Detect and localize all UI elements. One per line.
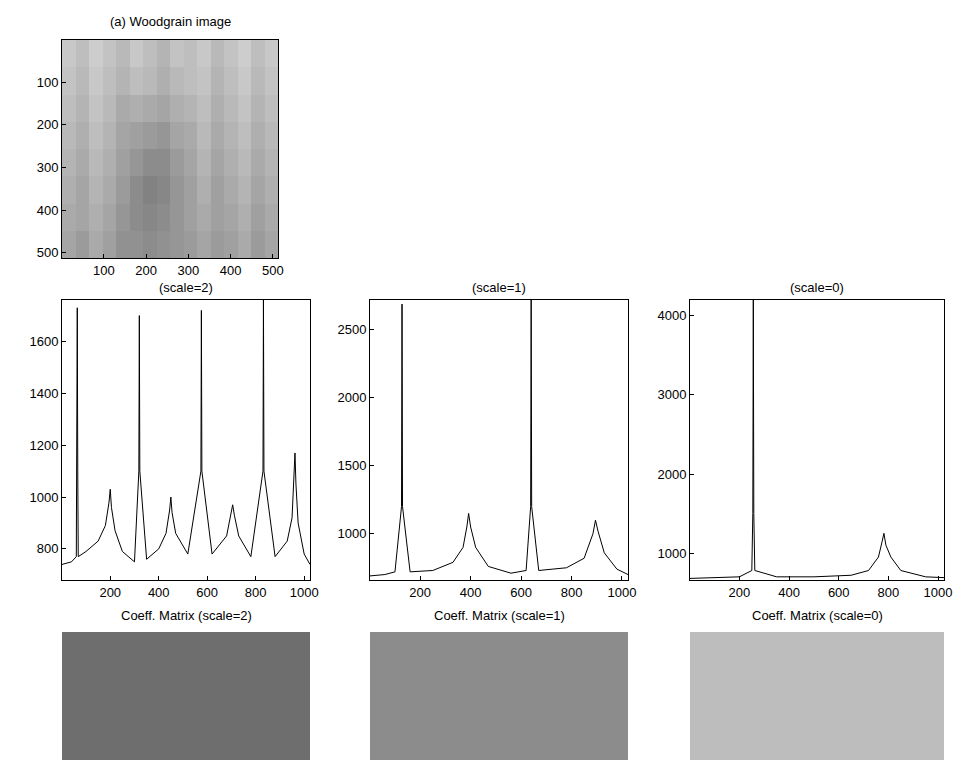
svg-text:2000: 2000 [337, 390, 366, 405]
svg-text:600: 600 [828, 585, 850, 600]
svg-text:2500: 2500 [337, 322, 366, 337]
svg-text:1200: 1200 [29, 438, 58, 453]
svg-text:1000: 1000 [924, 585, 953, 600]
svg-text:(scale=2): (scale=2) [159, 280, 213, 295]
svg-text:1000: 1000 [29, 490, 58, 505]
svg-text:400: 400 [148, 585, 170, 600]
svg-text:600: 600 [510, 585, 532, 600]
svg-text:100: 100 [93, 263, 115, 278]
svg-text:300: 300 [178, 263, 200, 278]
svg-text:1000: 1000 [337, 526, 366, 541]
svg-text:3000: 3000 [657, 387, 686, 402]
svg-text:1500: 1500 [337, 458, 366, 473]
svg-text:Coeff. Matrix (scale=2): Coeff. Matrix (scale=2) [121, 608, 252, 623]
svg-text:400: 400 [220, 263, 242, 278]
svg-text:4000: 4000 [657, 308, 686, 323]
svg-text:1000: 1000 [607, 585, 636, 600]
svg-text:200: 200 [135, 263, 157, 278]
svg-text:600: 600 [196, 585, 218, 600]
svg-text:Coeff. Matrix (scale=1): Coeff. Matrix (scale=1) [434, 608, 565, 623]
svg-text:200: 200 [99, 585, 121, 600]
svg-text:800: 800 [878, 585, 900, 600]
svg-text:1000: 1000 [657, 546, 686, 561]
svg-text:800: 800 [245, 585, 267, 600]
svg-text:300: 300 [37, 160, 59, 175]
svg-text:1600: 1600 [29, 334, 58, 349]
svg-text:(scale=1): (scale=1) [472, 280, 526, 295]
svg-text:100: 100 [37, 75, 59, 90]
svg-text:(a) Woodgrain image: (a) Woodgrain image [110, 14, 231, 29]
svg-text:Coeff. Matrix (scale=0): Coeff. Matrix (scale=0) [752, 608, 883, 623]
svg-text:500: 500 [37, 245, 59, 260]
svg-text:200: 200 [37, 117, 59, 132]
svg-text:400: 400 [460, 585, 482, 600]
svg-text:1400: 1400 [29, 386, 58, 401]
svg-text:200: 200 [409, 585, 431, 600]
svg-text:2000: 2000 [657, 467, 686, 482]
svg-text:500: 500 [262, 263, 284, 278]
svg-text:800: 800 [37, 541, 59, 556]
svg-text:400: 400 [778, 585, 800, 600]
svg-text:800: 800 [561, 585, 583, 600]
svg-text:400: 400 [37, 203, 59, 218]
svg-text:200: 200 [729, 585, 751, 600]
svg-text:(scale=0): (scale=0) [790, 280, 844, 295]
svg-text:1000: 1000 [290, 585, 319, 600]
